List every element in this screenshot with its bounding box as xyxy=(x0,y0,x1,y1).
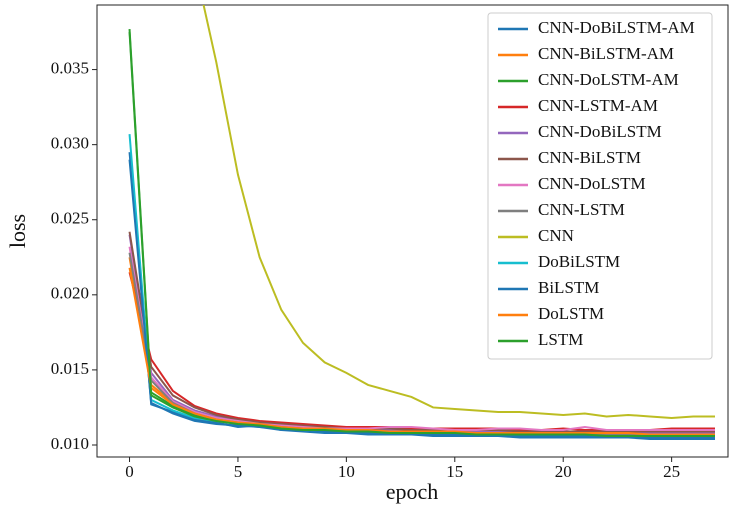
legend-label: LSTM xyxy=(538,330,583,349)
legend-label: DoBiLSTM xyxy=(538,252,620,271)
legend-label: CNN-DoBiLSTM xyxy=(538,122,662,141)
legend-label: CNN-LSTM xyxy=(538,200,625,219)
y-tick-label: 0.015 xyxy=(51,359,89,378)
series-line xyxy=(128,246,715,431)
series-line xyxy=(128,31,715,437)
x-tick-label: 15 xyxy=(446,462,463,481)
y-tick-label: 0.025 xyxy=(51,209,89,228)
legend-label: CNN-BiLSTM-AM xyxy=(538,44,674,63)
x-tick-label: 25 xyxy=(663,462,680,481)
legend-label: CNN-LSTM-AM xyxy=(538,96,658,115)
series-line xyxy=(128,267,715,436)
legend-label: CNN-BiLSTM xyxy=(538,148,641,167)
legend-label: CNN-DoLSTM xyxy=(538,174,646,193)
x-tick-label: 5 xyxy=(234,462,243,481)
x-tick-label: 0 xyxy=(125,462,134,481)
legend-label: CNN xyxy=(538,226,574,245)
x-tick-label: 20 xyxy=(555,462,572,481)
y-tick-label: 0.020 xyxy=(51,284,89,303)
legend-label: DoLSTM xyxy=(538,304,604,323)
lines xyxy=(128,5,715,440)
x-axis-label: epoch xyxy=(386,479,439,504)
legend-label: CNN-DoLSTM-AM xyxy=(538,70,679,89)
legend-box xyxy=(487,12,713,360)
series-line xyxy=(128,231,715,433)
y-axis-label: loss xyxy=(5,214,30,248)
plot-frame xyxy=(96,4,729,458)
legend-label: BiLSTM xyxy=(538,278,599,297)
y-tick-label: 0.010 xyxy=(51,434,89,453)
y-tick-label: 0.035 xyxy=(51,58,89,77)
series-line xyxy=(202,5,715,419)
y-tick-label: 0.030 xyxy=(51,134,89,153)
legend-label: CNN-DoBiLSTM-AM xyxy=(538,18,695,37)
x-tick-label: 10 xyxy=(338,462,355,481)
